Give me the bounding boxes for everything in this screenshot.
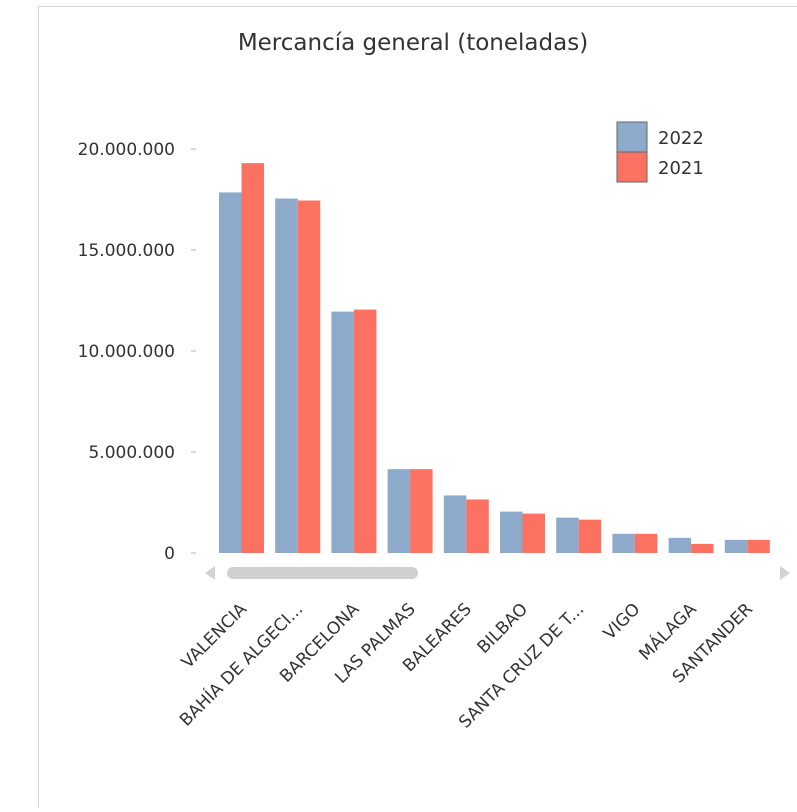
scrollbar-thumb[interactable] <box>227 567 418 579</box>
y-tick-label: 10.000.000 <box>78 342 175 362</box>
chart-border-left <box>38 6 39 808</box>
y-tick-label: 15.000.000 <box>78 241 175 261</box>
legend-label: 2021 <box>658 158 704 179</box>
bar-2022-3[interactable] <box>387 469 411 553</box>
bar-2021-6[interactable] <box>578 519 602 553</box>
bar-2022-5[interactable] <box>500 511 523 553</box>
y-tick-label: 0 <box>164 544 175 564</box>
bar-2022-1[interactable] <box>275 198 298 554</box>
bar-2021-5[interactable] <box>522 513 546 553</box>
y-tick-label: 20.000.000 <box>78 140 175 160</box>
chart-border-top <box>38 6 797 7</box>
y-tick-label: 5.000.000 <box>88 443 175 463</box>
legend: 2022 2021 <box>616 121 704 183</box>
y-axis: 0 5.000.000 10.000.000 15.000.000 20.000.000 <box>78 140 196 564</box>
legend-swatch-2022 <box>616 121 648 153</box>
bar-2021-7[interactable] <box>634 533 658 553</box>
legend-label: 2022 <box>658 128 704 149</box>
bars-group <box>219 163 770 554</box>
bar-2022-9[interactable] <box>724 539 748 553</box>
bar-2021-4[interactable] <box>466 499 489 553</box>
bar-2021-9[interactable] <box>747 539 770 553</box>
legend-swatch-2021 <box>616 151 648 183</box>
bar-2021-0[interactable] <box>241 163 265 553</box>
bar-2021-2[interactable] <box>353 309 377 553</box>
chart-title: Mercancía general (toneladas) <box>238 30 588 56</box>
bar-2022-0[interactable] <box>219 192 242 553</box>
bar-2022-8[interactable] <box>668 537 692 553</box>
triangle-right-icon[interactable] <box>780 566 790 580</box>
bar-2022-6[interactable] <box>556 517 579 553</box>
x-tick-label: VIGO <box>600 599 645 644</box>
bar-2021-3[interactable] <box>410 469 433 553</box>
bar-2022-2[interactable] <box>331 311 354 553</box>
bar-2022-4[interactable] <box>443 495 467 553</box>
bar-2022-7[interactable] <box>612 533 635 553</box>
bar-2021-8[interactable] <box>691 543 714 553</box>
horizontal-scrollbar[interactable] <box>205 566 790 580</box>
bar-2021-1[interactable] <box>297 200 321 553</box>
triangle-left-icon[interactable] <box>205 566 215 580</box>
